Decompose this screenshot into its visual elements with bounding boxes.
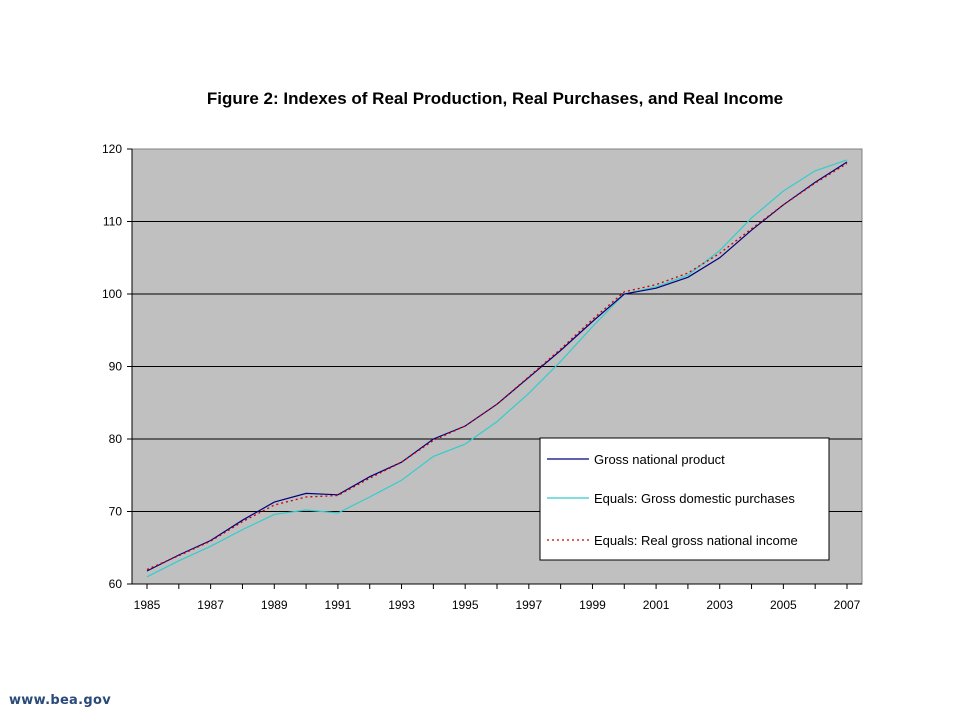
x-tick-label: 1995: [452, 598, 479, 612]
chart-title: Figure 2: Indexes of Real Production, Re…: [207, 89, 783, 108]
x-tick-label: 2003: [706, 598, 733, 612]
x-tick-label: 1987: [197, 598, 224, 612]
y-tick-label: 90: [109, 360, 123, 374]
x-tick-label: 1999: [579, 598, 606, 612]
legend-label-3: Equals: Real gross national income: [594, 533, 798, 548]
x-tick-label: 1997: [515, 598, 542, 612]
x-tick-label: 2005: [770, 598, 797, 612]
y-tick-label: 120: [102, 142, 122, 156]
legend: Gross national product Equals: Gross dome…: [539, 437, 830, 561]
legend-label-2: Equals: Gross domestic purchases: [594, 491, 795, 506]
series-line-2: [146, 159, 848, 578]
x-tick-label: 1991: [325, 598, 352, 612]
y-tick-label: 100: [102, 287, 122, 301]
y-tick-label: 110: [103, 215, 122, 229]
y-tick-label: 70: [109, 505, 123, 519]
series-line-3: [146, 162, 848, 571]
x-tick-label: 2001: [643, 598, 670, 612]
y-tick-label: 80: [109, 432, 123, 446]
footer-url[interactable]: www.bea.gov: [9, 693, 111, 708]
x-tick-label: 2007: [834, 598, 861, 612]
x-tick-label: 1989: [261, 598, 288, 612]
x-tick-label: 1993: [388, 598, 415, 612]
x-tick-label: 1985: [134, 598, 161, 612]
y-tick-label: 60: [109, 577, 123, 591]
plot-area: 60 70 80 90 100 110 120 1985 1987 1989 1991 1993 199…: [102, 142, 863, 612]
legend-label-1: Gross national product: [594, 452, 725, 467]
